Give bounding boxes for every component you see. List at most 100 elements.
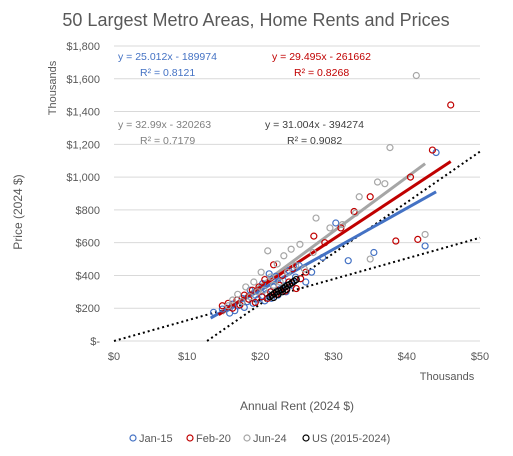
point-jan-15 bbox=[272, 272, 280, 280]
x-units-label: Thousands bbox=[420, 371, 475, 383]
point-jun-24 bbox=[309, 248, 317, 257]
y-tick-label: $800 bbox=[76, 205, 100, 217]
point-jun-24 bbox=[412, 71, 420, 80]
point-jan-15 bbox=[332, 219, 340, 227]
point-jun-24 bbox=[366, 255, 374, 263]
point-feb-20 bbox=[292, 284, 300, 293]
point-jun-24 bbox=[276, 278, 284, 286]
point-feb-20 bbox=[251, 298, 259, 307]
legend-label-us-2015-2024: US (2015-2024) bbox=[312, 433, 390, 445]
point-jan-15 bbox=[421, 242, 429, 250]
legend-label-feb-20: Feb-20 bbox=[196, 433, 231, 445]
point-jun-24 bbox=[242, 283, 250, 291]
x-tick-label: $20 bbox=[251, 351, 269, 363]
x-tick-label: $0 bbox=[108, 351, 120, 363]
y-tick-label: $- bbox=[90, 336, 100, 348]
y-tick-label: $1,200 bbox=[66, 139, 100, 151]
data-points bbox=[209, 71, 455, 317]
point-jun-24 bbox=[300, 265, 308, 273]
point-jun-24 bbox=[296, 240, 304, 248]
point-jun-24 bbox=[287, 245, 295, 253]
point-jun-24 bbox=[228, 296, 237, 304]
point-feb-20 bbox=[261, 275, 269, 284]
x-axis-title: Annual Rent (2024 $) bbox=[240, 399, 354, 413]
point-jun-24 bbox=[280, 252, 288, 260]
trendline-equation: y = 31.004x - 394274 bbox=[265, 119, 364, 131]
point-jun-24 bbox=[260, 286, 268, 294]
y-tick-label: $1,400 bbox=[66, 107, 100, 119]
point-feb-20 bbox=[447, 101, 455, 109]
point-jan-15 bbox=[308, 268, 316, 276]
point-feb-20 bbox=[269, 261, 278, 269]
y-tick-label: $600 bbox=[76, 238, 100, 250]
point-jun-24 bbox=[246, 293, 254, 301]
trendline-us-2015-2024 bbox=[206, 150, 481, 342]
point-jun-24 bbox=[234, 290, 242, 298]
point-jan-15 bbox=[302, 278, 310, 286]
gridlines bbox=[114, 45, 480, 342]
point-jun-24 bbox=[373, 178, 382, 186]
point-feb-20 bbox=[350, 207, 358, 216]
point-jun-24 bbox=[421, 230, 429, 239]
point-jun-24 bbox=[351, 209, 360, 217]
point-feb-20 bbox=[278, 271, 286, 280]
point-jun-24 bbox=[267, 273, 275, 281]
point-jan-15 bbox=[344, 257, 352, 265]
point-us-2015-2024 bbox=[292, 275, 300, 284]
point-feb-20 bbox=[302, 268, 310, 276]
point-jan-15 bbox=[370, 248, 378, 257]
point-jun-24 bbox=[238, 298, 246, 306]
point-feb-20 bbox=[297, 275, 305, 283]
point-jan-15 bbox=[218, 305, 226, 313]
point-jun-24 bbox=[355, 193, 363, 201]
point-jun-24 bbox=[338, 221, 346, 229]
point-jun-24 bbox=[224, 302, 232, 310]
point-jan-15 bbox=[285, 266, 293, 275]
trendline-equation: y = 29.495x - 261662 bbox=[272, 51, 371, 63]
legend-marker-jan-15 bbox=[129, 434, 137, 442]
point-jun-24 bbox=[269, 281, 278, 289]
point-feb-20 bbox=[406, 173, 415, 181]
legend-label-jan-15: Jan-15 bbox=[139, 433, 173, 445]
trendline-r-squared: R² = 0.8121 bbox=[140, 67, 195, 79]
point-feb-20 bbox=[392, 237, 400, 245]
point-feb-20 bbox=[428, 146, 437, 154]
point-jun-24 bbox=[257, 268, 265, 276]
point-jan-15 bbox=[256, 288, 264, 296]
point-feb-20 bbox=[337, 224, 345, 232]
legend-marker-feb-20 bbox=[186, 434, 194, 442]
point-jun-24 bbox=[283, 268, 292, 276]
point-us-2015-2024 bbox=[283, 285, 291, 293]
point-jun-24 bbox=[264, 247, 272, 255]
trendline-feb-20 bbox=[217, 160, 452, 317]
y-tick-label: $1,600 bbox=[66, 74, 100, 86]
x-tick-label: $30 bbox=[324, 351, 342, 363]
y-tick-label: $200 bbox=[76, 303, 100, 315]
point-feb-20 bbox=[366, 193, 374, 201]
point-jun-24 bbox=[326, 224, 334, 232]
trendline-r-squared: R² = 0.7179 bbox=[140, 135, 195, 147]
trendline-equations: y = 25.012x - 189974 R² = 0.8121 y = 29.49… bbox=[118, 51, 371, 147]
y-tick-labels: $- $200 $400 $600 $800 $1,000 $1,200 $1,400 $1,6… bbox=[66, 41, 100, 348]
point-jun-24 bbox=[312, 214, 320, 222]
legend-label-jun-24: Jun-24 bbox=[253, 433, 287, 445]
point-feb-20 bbox=[414, 235, 422, 243]
y-tick-label: $400 bbox=[76, 270, 100, 282]
point-jan-15 bbox=[319, 253, 327, 262]
point-jun-24 bbox=[253, 288, 262, 296]
trendline-r-squared: R² = 0.9082 bbox=[287, 135, 342, 147]
x-tick-label: $10 bbox=[178, 351, 196, 363]
point-jun-24 bbox=[291, 262, 300, 270]
legend-marker-us-2015-2024 bbox=[302, 434, 310, 442]
trendline-dotted-lower bbox=[113, 236, 481, 342]
point-feb-20 bbox=[310, 232, 318, 240]
x-tick-label: $40 bbox=[398, 351, 416, 363]
trendline-equation: y = 32.99x - 320263 bbox=[118, 119, 211, 131]
point-feb-20 bbox=[321, 239, 329, 247]
legend-marker-jun-24 bbox=[243, 434, 251, 442]
trendline-equation: y = 25.012x - 189974 bbox=[118, 51, 217, 63]
chart-title: 50 Largest Metro Areas, Home Rents and P… bbox=[62, 10, 449, 30]
point-jan-15 bbox=[265, 270, 273, 278]
point-jan-15 bbox=[209, 308, 218, 316]
